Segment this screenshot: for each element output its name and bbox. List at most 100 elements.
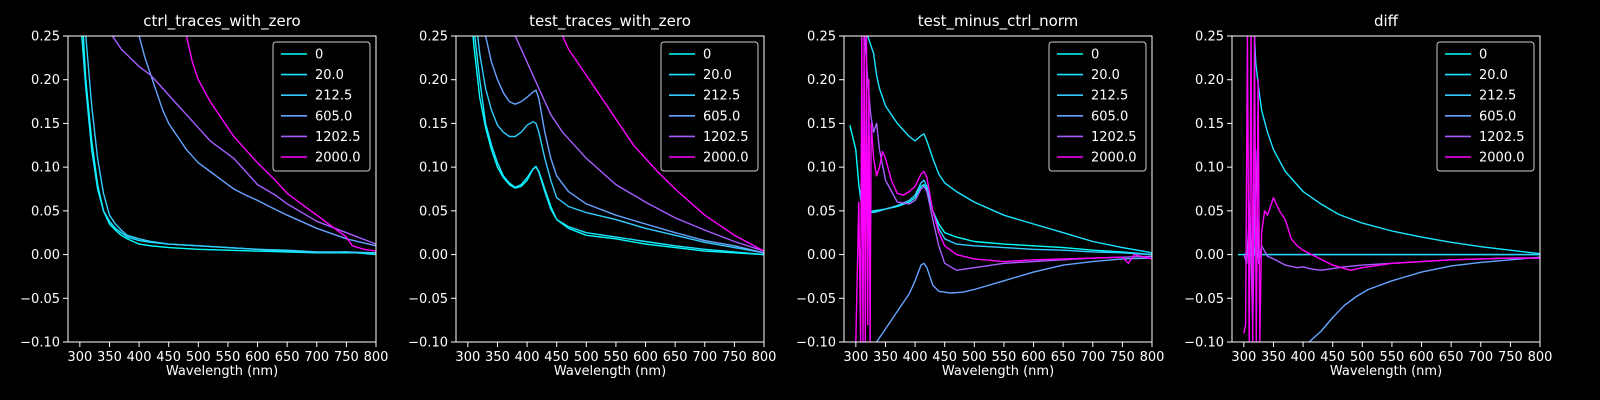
x-tick-label: 700	[304, 350, 329, 365]
x-tick-label: 500	[574, 350, 599, 365]
legend-label: 2000.0	[1091, 151, 1137, 166]
chart-panel-1: 300 350 400 450 500 550 600 650 700 750 800 −0.10 −0…	[408, 12, 776, 379]
series-line-5	[1243, 36, 1540, 342]
series-line-5	[561, 36, 764, 252]
x-tick-label: 550	[992, 350, 1017, 365]
legend-label: 605.0	[1091, 109, 1128, 124]
x-tick-label: 700	[1080, 350, 1105, 365]
series-line-2	[85, 36, 376, 254]
x-tick-label: 300	[67, 350, 92, 365]
y-tick-label: 0.20	[1195, 73, 1224, 88]
legend-label: 212.5	[703, 89, 740, 104]
series-line-3	[876, 257, 1152, 342]
y-tick-label: 0.25	[807, 30, 836, 45]
legend-label: 605.0	[1479, 109, 1516, 124]
y-tick-label: 0.05	[807, 204, 836, 219]
y-tick-label: −0.10	[408, 336, 448, 351]
legend: 0 20.0 212.5 605.0 1202.5 2000.0	[1436, 41, 1535, 172]
series-line-4	[514, 36, 764, 252]
x-tick-label: 600	[1021, 350, 1046, 365]
y-tick-label: 0.10	[31, 161, 60, 176]
x-tick-label: 800	[364, 350, 389, 365]
series-line-0	[82, 36, 376, 254]
legend: 0 20.0 212.5 605.0 1202.5 2000.0	[1048, 41, 1147, 172]
series-line-1	[867, 36, 1152, 254]
y-tick-label: 0.25	[31, 30, 60, 45]
chart-panel-0: 300 350 400 450 500 550 600 650 700 750 800 −0.10 −0…	[20, 12, 389, 379]
chart-title: test_traces_with_zero	[529, 12, 691, 31]
x-axis-label: Wavelength (nm)	[1330, 364, 1442, 379]
y-tick-label: 0.00	[419, 248, 448, 263]
x-tick-label: 650	[1051, 350, 1076, 365]
series-group	[1237, 36, 1540, 342]
y-tick-label: 0.15	[419, 117, 448, 132]
x-tick-label: 650	[663, 350, 688, 365]
x-tick-label: 600	[1409, 350, 1434, 365]
legend-label: 1202.5	[1091, 130, 1137, 145]
series-group	[472, 36, 764, 256]
y-tick-label: 0.10	[419, 161, 448, 176]
legend-label: 0	[703, 48, 711, 63]
series-line-1	[474, 36, 764, 256]
legend-label: 212.5	[315, 89, 352, 104]
axes-frame	[67, 35, 377, 343]
y-tick-label: 0.10	[1195, 161, 1224, 176]
series-line-2	[861, 179, 1152, 256]
series-line-5	[185, 36, 376, 252]
x-tick-label: 450	[1320, 350, 1345, 365]
x-tick-label: 750	[1498, 350, 1523, 365]
x-tick-label: 650	[1439, 350, 1464, 365]
chart-title: diff	[1374, 12, 1399, 30]
legend-label: 0	[315, 48, 323, 63]
x-tick-label: 300	[843, 350, 868, 365]
y-tick-label: −0.05	[408, 292, 448, 307]
x-tick-label: 500	[1350, 350, 1375, 365]
x-tick-label: 450	[932, 350, 957, 365]
x-tick-label: 350	[873, 350, 898, 365]
series-group	[849, 36, 1152, 342]
legend: 0 20.0 212.5 605.0 1202.5 2000.0	[272, 41, 371, 172]
y-tick-label: −0.10	[1184, 336, 1224, 351]
x-tick-label: 300	[1231, 350, 1256, 365]
y-tick-label: 0.00	[31, 248, 60, 263]
chart-title: test_minus_ctrl_norm	[918, 12, 1079, 31]
legend-label: 605.0	[703, 109, 740, 124]
legend: 0 20.0 212.5 605.0 1202.5 2000.0	[660, 41, 759, 172]
x-tick-label: 650	[275, 350, 300, 365]
y-tick-label: 0.25	[419, 30, 448, 45]
y-tick-label: 0.05	[419, 204, 448, 219]
series-line-3	[484, 36, 764, 254]
x-tick-label: 350	[1261, 350, 1286, 365]
x-tick-label: 450	[544, 350, 569, 365]
y-tick-label: 0.05	[31, 204, 60, 219]
series-line-5	[855, 36, 1152, 342]
chart-title: ctrl_traces_with_zero	[143, 12, 300, 31]
legend-label: 20.0	[703, 68, 732, 83]
x-axis-label: Wavelength (nm)	[942, 364, 1054, 379]
x-tick-label: 400	[515, 350, 540, 365]
y-tick-label: −0.10	[796, 336, 836, 351]
x-tick-label: 600	[633, 350, 658, 365]
y-tick-label: 0.15	[31, 117, 60, 132]
legend-label: 2000.0	[1479, 151, 1525, 166]
series-line-4	[111, 36, 376, 245]
series-line-3	[1308, 256, 1540, 342]
y-tick-label: −0.10	[20, 336, 60, 351]
series-line-3	[138, 36, 376, 247]
series-line-1	[1253, 36, 1540, 255]
x-tick-label: 500	[962, 350, 987, 365]
axes-frame	[843, 35, 1153, 343]
y-tick-label: 0.20	[419, 73, 448, 88]
legend-label: 20.0	[1091, 68, 1120, 83]
x-tick-label: 400	[127, 350, 152, 365]
legend-label: 2000.0	[703, 151, 749, 166]
x-tick-label: 350	[97, 350, 122, 365]
legend-label: 0	[1479, 48, 1487, 63]
x-axis-label: Wavelength (nm)	[166, 364, 278, 379]
x-axis-label: Wavelength (nm)	[554, 364, 666, 379]
legend-label: 605.0	[315, 109, 352, 124]
legend-label: 20.0	[315, 68, 344, 83]
x-tick-label: 800	[1140, 350, 1165, 365]
